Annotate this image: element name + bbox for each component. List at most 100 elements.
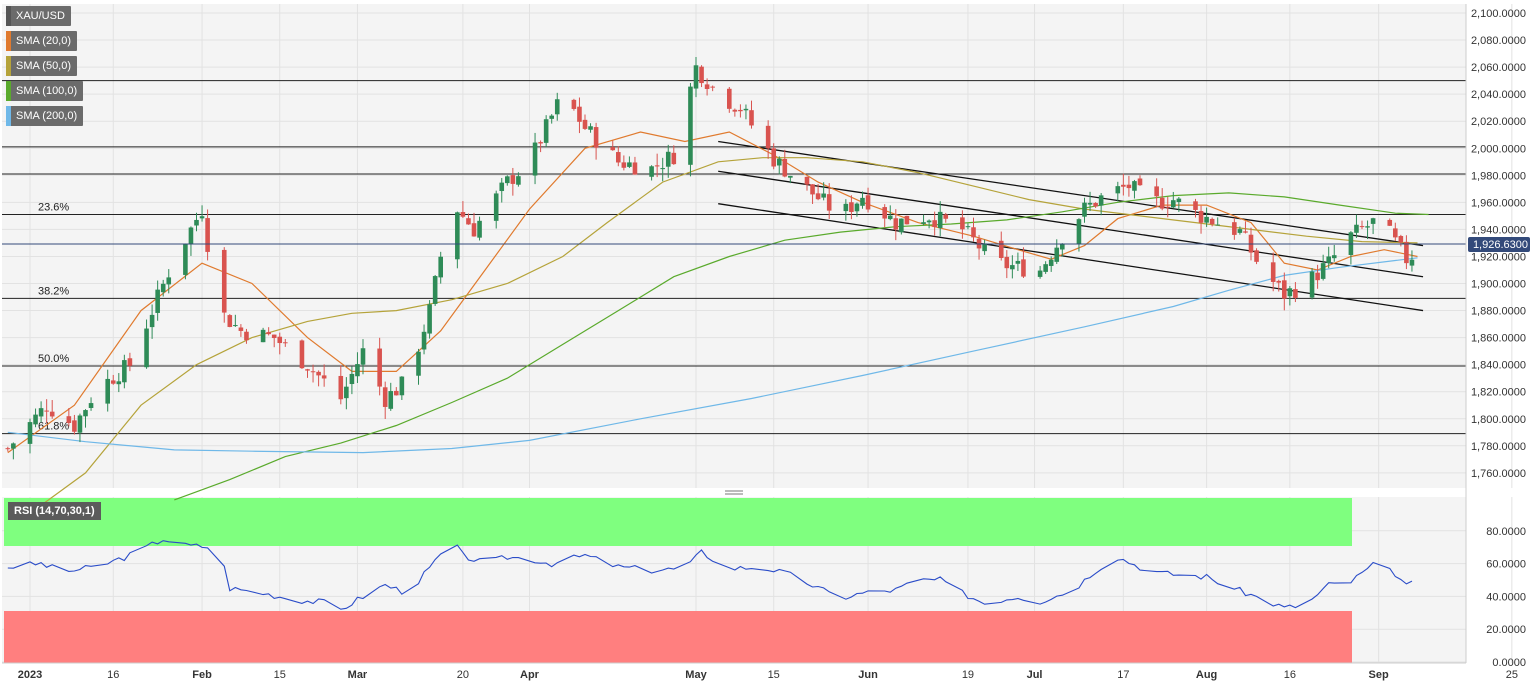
candle [932, 211, 937, 236]
price-tick-label: 2,020.0000 [1471, 116, 1526, 128]
candle [1315, 264, 1320, 289]
legend-item-sma20[interactable]: SMA (20,0) [6, 31, 78, 51]
candle [149, 304, 155, 339]
candle [72, 414, 77, 435]
candle [1387, 218, 1393, 227]
candle [127, 352, 133, 372]
legend-label: SMA (100,0) [16, 85, 78, 97]
price-axis: 2,100.0000 2,080.0000 2,060.0000 2,040.0000… [1471, 8, 1526, 480]
candle [455, 211, 460, 269]
legend-swatch [6, 106, 11, 126]
rsi-label[interactable]: RSI (14,70,30,1) [8, 502, 101, 520]
time-tick-label: 20 [457, 669, 469, 681]
candle [299, 339, 305, 369]
price-tick-label: 2,000.0000 [1471, 143, 1526, 155]
candle [399, 376, 405, 401]
candle [1393, 222, 1398, 241]
candle [349, 366, 355, 395]
candle [1159, 188, 1165, 211]
rsi-tick-label: 60.0000 [1486, 559, 1526, 571]
legend-item-sma200[interactable]: SMA (200,0) [6, 106, 84, 126]
candle [593, 122, 599, 160]
trend-line [718, 170, 1424, 278]
candle [693, 56, 699, 98]
candle [1282, 272, 1287, 311]
candle [38, 401, 44, 423]
candle [960, 210, 965, 239]
candle [1209, 217, 1215, 227]
candle [1215, 217, 1220, 226]
candle [810, 184, 815, 204]
candle [998, 231, 1004, 261]
candle [665, 144, 671, 178]
candle [1121, 173, 1126, 196]
candle [815, 184, 821, 201]
rsi-tick-label: 80.0000 [1486, 526, 1526, 538]
candle [1320, 254, 1326, 281]
candle [394, 387, 399, 396]
candle [427, 300, 432, 339]
price-tick-label: 1,920.0000 [1471, 251, 1526, 263]
candle [122, 354, 127, 389]
time-tick-label: 2023 [18, 669, 42, 681]
candle [88, 397, 94, 411]
candle [854, 202, 860, 217]
candle [621, 155, 627, 171]
candle [1093, 202, 1098, 208]
candle [144, 319, 149, 369]
candle [899, 218, 904, 235]
legend-item-sma100[interactable]: SMA (100,0) [6, 81, 84, 101]
candle [610, 140, 616, 151]
candle [516, 172, 521, 187]
candle [316, 370, 321, 387]
candle [743, 104, 749, 120]
price-plot-area [2, 4, 1466, 488]
last-price-tag: 1,926.6300 [1468, 237, 1530, 252]
level-label: 38.2% [38, 285, 69, 297]
candle [826, 183, 832, 220]
sma-line [7, 257, 1418, 454]
candle [1243, 221, 1248, 234]
candle [749, 100, 754, 129]
candle [921, 214, 926, 226]
candle [166, 269, 172, 294]
candle [1176, 196, 1182, 212]
candle [227, 314, 233, 328]
price-tick-label: 1,880.0000 [1471, 306, 1526, 318]
candle [33, 408, 38, 428]
candle [1132, 179, 1137, 199]
candle [388, 382, 394, 411]
price-tick-label: 1,800.0000 [1471, 414, 1526, 426]
candle [466, 213, 471, 225]
price-tick-label: 1,760.0000 [1471, 468, 1526, 480]
candle [1193, 198, 1198, 218]
candle [105, 369, 110, 412]
candle [738, 104, 743, 118]
candle [776, 156, 782, 175]
candle [421, 324, 427, 355]
level-label: 61.8% [38, 421, 69, 433]
candle [1015, 252, 1021, 271]
candle [155, 280, 160, 321]
time-tick-label: 16 [1284, 669, 1296, 681]
sma-line [174, 192, 1429, 501]
legend-item-sma50[interactable]: SMA (50,0) [6, 56, 78, 76]
rsi-tick-label: 0.0000 [1492, 657, 1526, 669]
candle [338, 365, 344, 405]
legend-item-xauusd[interactable]: XAU/USD [6, 6, 71, 26]
pane-resize-handle[interactable] [725, 490, 743, 495]
price-tick-label: 1,980.0000 [1471, 170, 1526, 182]
candle [1404, 235, 1409, 270]
candle [588, 123, 593, 133]
level-label: 23.6% [38, 202, 69, 214]
candle [360, 339, 366, 375]
rsi-line-path [7, 540, 1413, 610]
last-price-value: 1,926.6300 [1473, 239, 1528, 251]
candle [233, 314, 238, 327]
candle [582, 114, 588, 130]
candle [238, 324, 244, 337]
candle [849, 195, 854, 220]
candle [1309, 268, 1315, 300]
candle [83, 409, 88, 428]
